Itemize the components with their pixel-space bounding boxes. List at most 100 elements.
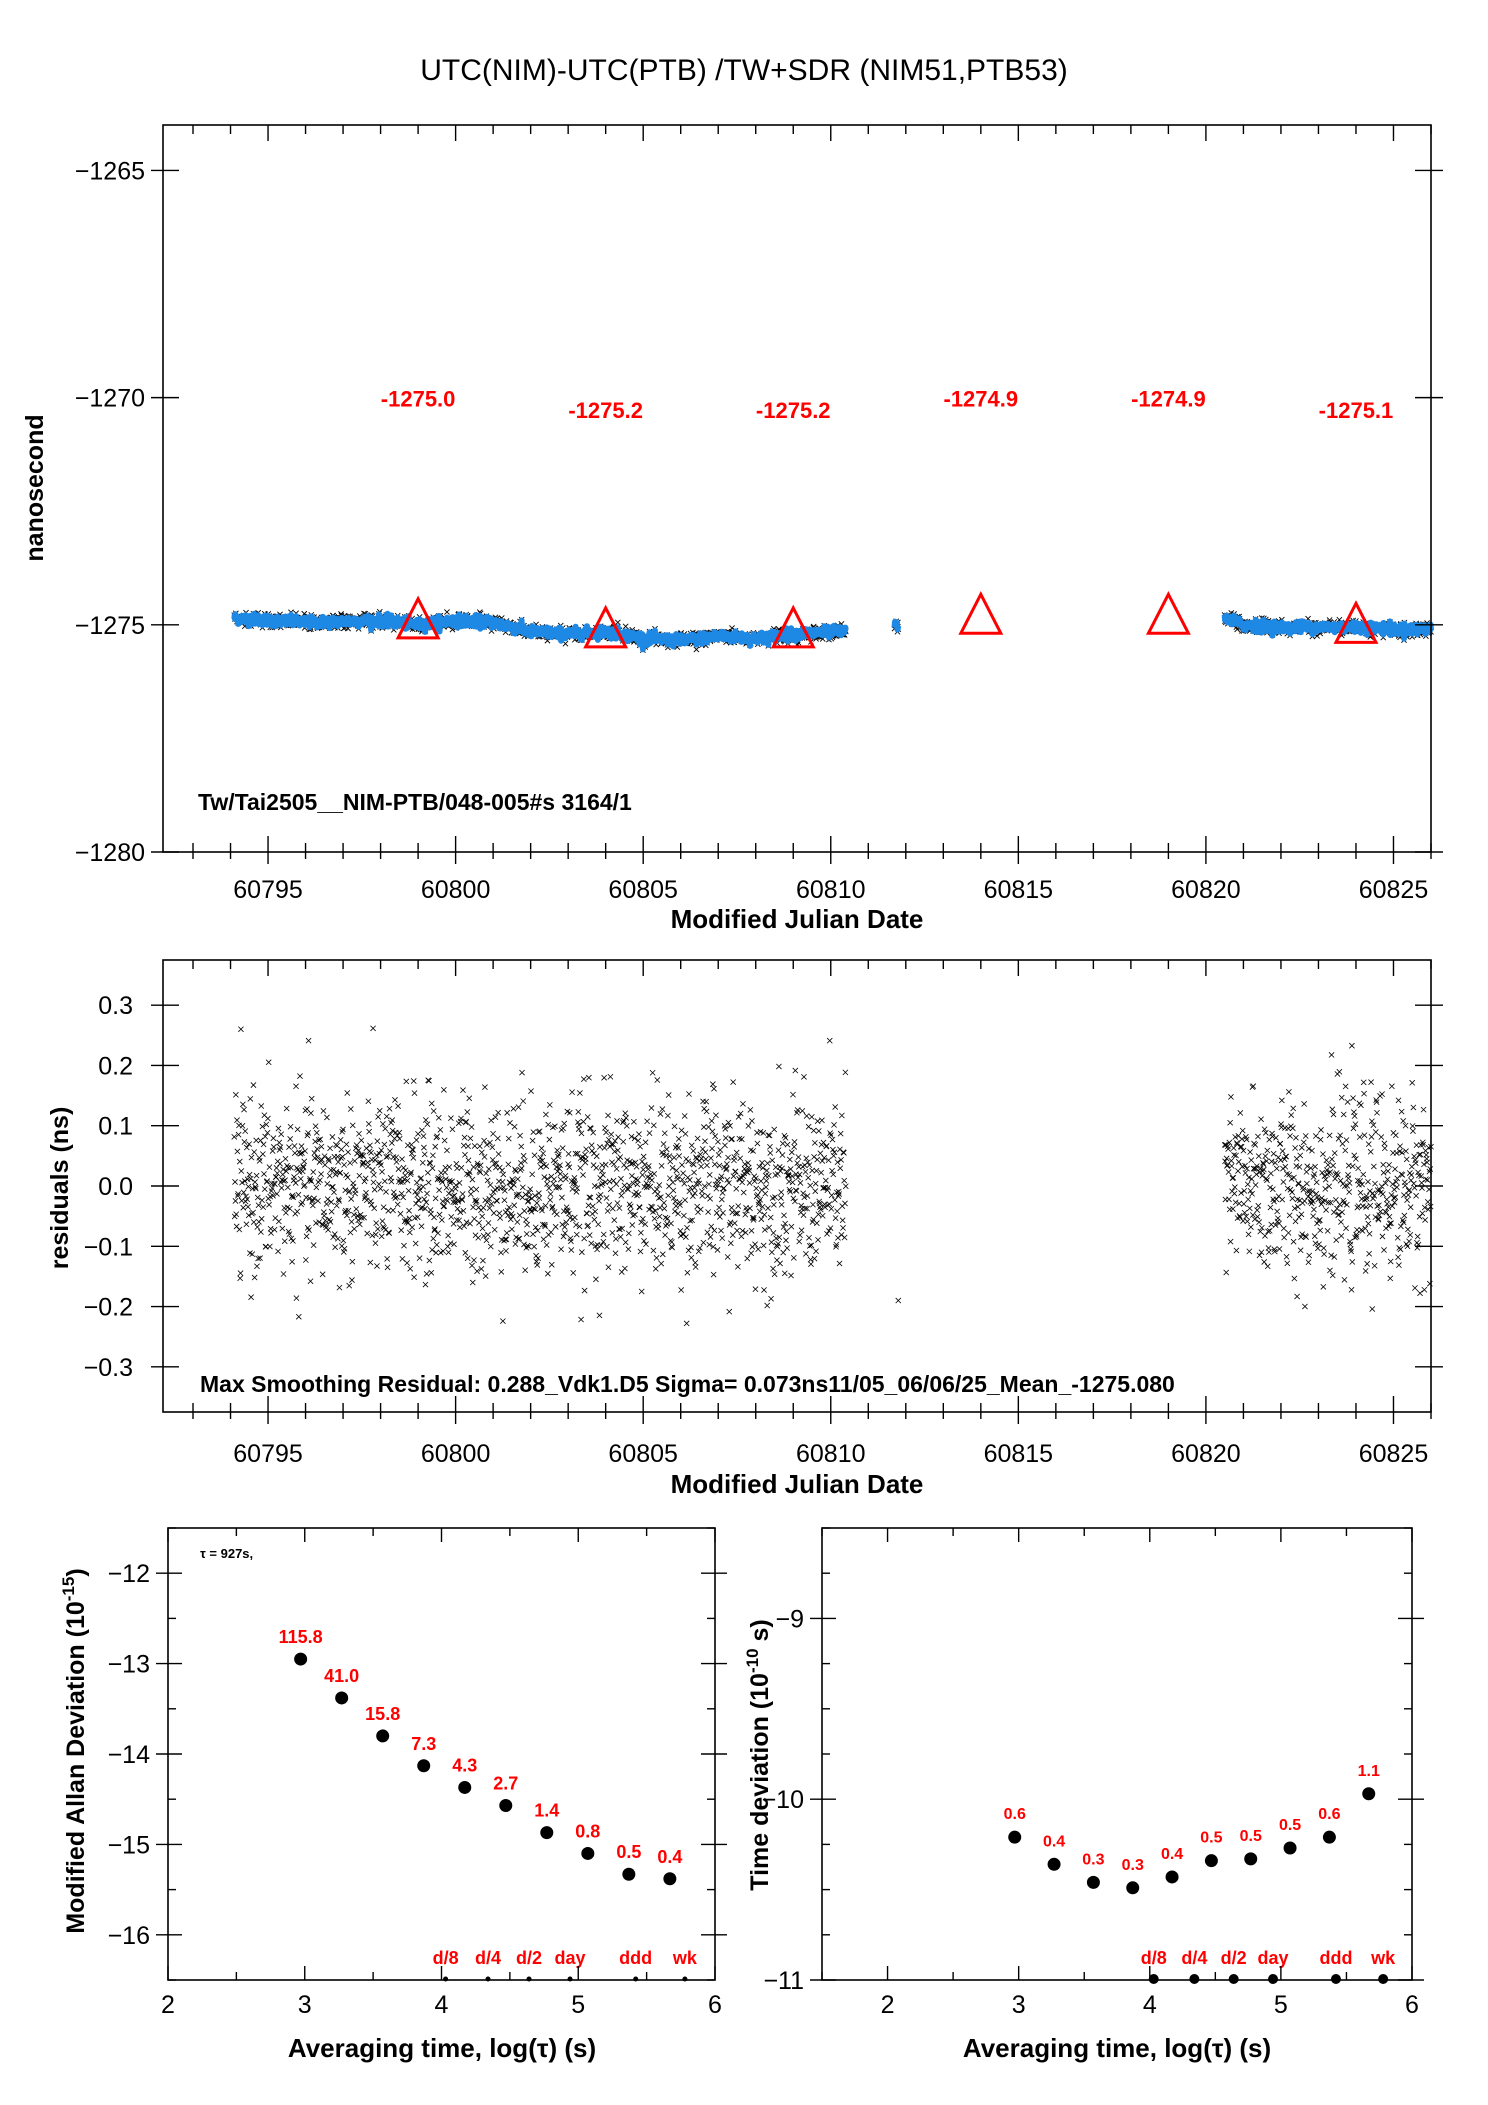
residual-point	[1230, 1206, 1236, 1212]
residual-point	[320, 1108, 327, 1114]
residual-point	[1400, 1118, 1407, 1124]
residual-point	[384, 1255, 391, 1262]
stability-x-tick-label: 6	[1405, 1991, 1419, 2019]
residual-point	[387, 1148, 393, 1155]
residual-point	[528, 1088, 534, 1094]
residual-point	[1244, 1218, 1251, 1225]
residual-point	[837, 1130, 844, 1137]
residual-point	[1369, 1306, 1376, 1312]
stability-point-label: 0.5	[616, 1842, 641, 1862]
residual-point	[716, 1213, 723, 1220]
residual-point	[468, 1124, 475, 1130]
residual-point	[1313, 1133, 1319, 1139]
residual-point	[295, 1313, 302, 1320]
residual-point	[640, 1153, 647, 1160]
residual-point	[278, 1185, 285, 1191]
residual-point	[383, 1113, 390, 1120]
residual-point	[298, 1201, 305, 1208]
residual-point	[686, 1188, 693, 1195]
residual-point	[1338, 1094, 1345, 1101]
residual-point	[1302, 1133, 1309, 1139]
stability-y-tick-label: −13	[108, 1651, 150, 1679]
residual-point	[374, 1138, 381, 1145]
residual-point	[383, 1188, 389, 1195]
residual-point	[390, 1207, 396, 1214]
residual-point	[644, 1118, 651, 1125]
residual-point	[722, 1135, 729, 1141]
residual-point	[778, 1201, 785, 1208]
residual-point	[523, 1231, 530, 1237]
residual-point	[419, 1127, 425, 1134]
residual-point	[581, 1287, 588, 1294]
residual-point	[650, 1122, 657, 1129]
residual-point	[351, 1158, 358, 1164]
residual-point	[430, 1235, 437, 1242]
residual-point	[1403, 1156, 1410, 1163]
residual-point	[803, 1155, 810, 1162]
stability-x-tick-label: 2	[881, 1991, 895, 2019]
residual-point	[1264, 1177, 1270, 1184]
residual-point	[758, 1216, 765, 1223]
residual-point	[1386, 1161, 1392, 1168]
residual-point	[447, 1115, 454, 1122]
residual-point	[379, 1121, 386, 1127]
residual-point	[823, 1143, 830, 1149]
residual-point	[1289, 1189, 1295, 1196]
residual-point	[747, 1106, 754, 1113]
residual-point	[797, 1180, 804, 1186]
residual-point	[436, 1211, 443, 1218]
residuals-x-tick-label: 60795	[233, 1440, 303, 1468]
residual-point	[1411, 1153, 1418, 1160]
offset-x-tick-label: 60820	[1171, 876, 1241, 904]
residual-point	[397, 1210, 404, 1217]
residual-point	[562, 1176, 569, 1182]
residual-point	[251, 1149, 258, 1155]
residual-point	[289, 1258, 296, 1265]
residual-point	[424, 1121, 431, 1128]
residual-point	[632, 1211, 638, 1218]
residual-point	[368, 1201, 375, 1208]
residual-point	[752, 1286, 759, 1293]
residual-point	[405, 1187, 412, 1194]
residual-point	[662, 1214, 669, 1221]
residual-point	[670, 1187, 677, 1194]
residual-point	[1349, 1042, 1355, 1049]
residual-point	[1424, 1159, 1430, 1166]
residual-point	[840, 1149, 847, 1156]
residual-point	[239, 1101, 246, 1108]
residual-point	[674, 1176, 681, 1182]
residual-point	[747, 1205, 753, 1212]
residual-point	[243, 1144, 250, 1151]
residual-point	[796, 1238, 803, 1245]
offset-data-point	[614, 619, 621, 626]
residual-point	[286, 1205, 293, 1212]
residual-point	[1414, 1233, 1421, 1240]
residual-point	[409, 1224, 416, 1231]
residual-point	[238, 1168, 245, 1174]
residual-point	[1408, 1172, 1415, 1178]
residual-point	[842, 1069, 849, 1076]
mdev-x-axis-label: Averaging time, log(τ) (s)	[288, 2033, 596, 2063]
residual-point	[412, 1188, 419, 1195]
offset-x-tick-label: 60795	[233, 876, 303, 904]
offset-data-point	[444, 609, 450, 615]
residual-point	[1365, 1220, 1372, 1227]
residuals-y-tick-label: 0.2	[98, 1052, 133, 1080]
residual-point	[547, 1191, 554, 1197]
residual-point	[386, 1105, 393, 1112]
residual-point	[1404, 1243, 1411, 1250]
residual-point	[324, 1114, 330, 1121]
residual-point	[559, 1194, 565, 1201]
residual-point	[1258, 1116, 1264, 1123]
residual-point	[438, 1177, 445, 1184]
residual-point	[1348, 1286, 1355, 1293]
residual-point	[636, 1204, 643, 1211]
residual-point	[1311, 1206, 1317, 1213]
residual-point	[370, 1172, 377, 1178]
residual-point	[380, 1204, 387, 1211]
residual-point	[1246, 1205, 1253, 1212]
residual-point	[252, 1179, 258, 1185]
residuals-y-tick-label: −0.1	[84, 1233, 133, 1261]
residual-point	[514, 1176, 521, 1182]
residual-point	[485, 1166, 492, 1172]
